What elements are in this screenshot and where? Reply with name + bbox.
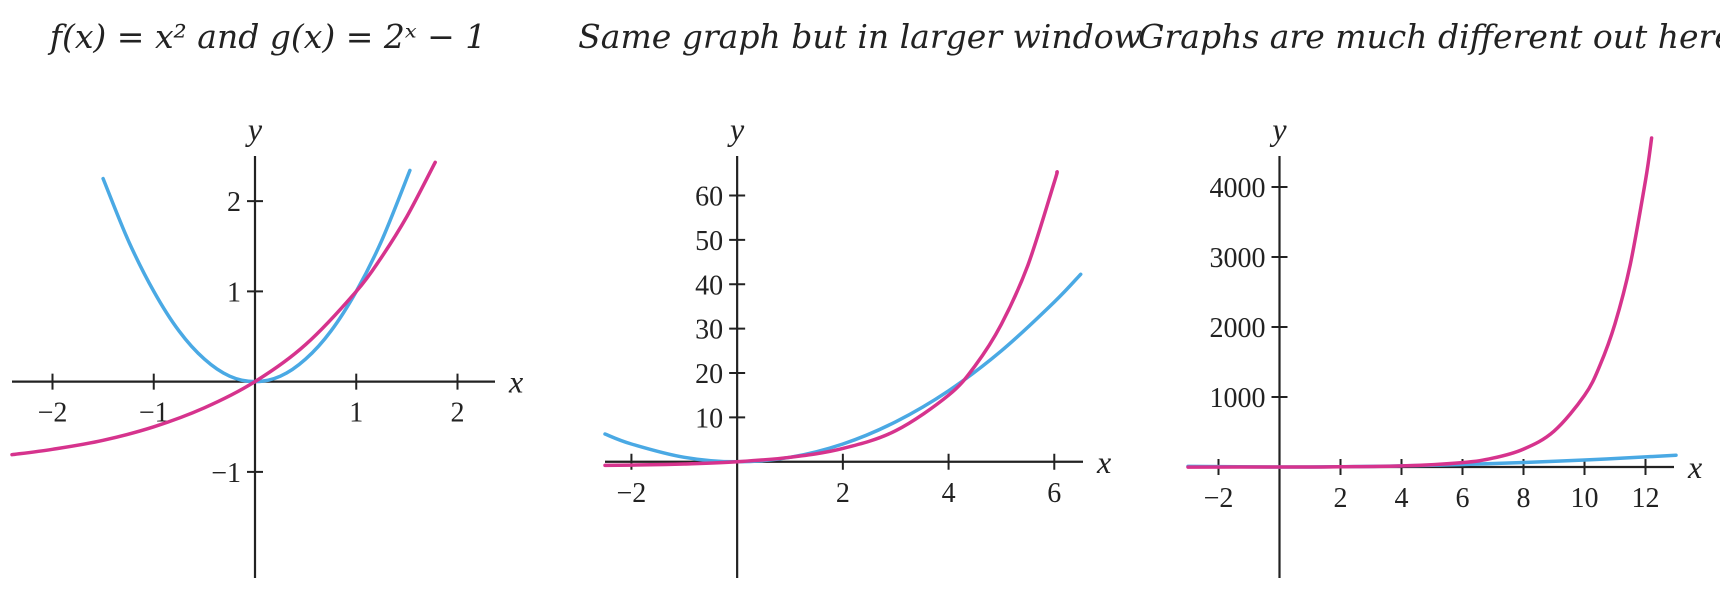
- y-tick-label: 1000: [1210, 383, 1266, 414]
- y-tick-label: 2000: [1210, 313, 1266, 344]
- y-tick-label: −1: [211, 458, 241, 489]
- y-tick-label: 1: [227, 277, 241, 308]
- x-axis-label: x: [1687, 449, 1702, 485]
- x-tick-label: 4: [942, 478, 956, 509]
- y-tick-label: 2: [227, 187, 241, 218]
- y-axis-label: y: [1269, 111, 1287, 147]
- x-tick-label: 2: [1334, 483, 1348, 514]
- y-tick-label: 10: [695, 403, 723, 434]
- chart-panel-2: Same graph but in larger window x y −2 2 4 6 10…: [578, 17, 1142, 578]
- x-tick-label: −2: [1204, 483, 1234, 514]
- y-tick-label: 50: [695, 226, 723, 257]
- curve-g-two-to-x-minus-one: [10, 160, 437, 457]
- y-tick-label: 4000: [1210, 173, 1266, 204]
- y-axis-label: y: [245, 111, 263, 147]
- x-tick-label: 2: [836, 478, 850, 509]
- curve-g-two-to-x-minus-one: [1186, 136, 1654, 469]
- chart-panel-3: Graphs are much different out here x y −2 2 4…: [1138, 17, 1720, 578]
- x-tick-label: 2: [451, 398, 465, 429]
- x-tick-label: −2: [38, 398, 68, 429]
- chart-title: Same graph but in larger window: [578, 17, 1142, 56]
- x-tick-label: 1: [349, 398, 363, 429]
- curve-f-x-squared: [603, 272, 1083, 464]
- x-axis-label: x: [508, 364, 523, 400]
- x-tick-label: 6: [1456, 483, 1470, 514]
- x-tick-label: 4: [1395, 483, 1409, 514]
- chart-title: Graphs are much different out here: [1138, 17, 1720, 56]
- chart-panel-1: f(x) = x² and g(x) = 2ˣ − 1xy−2 −1 1 2−112: [10, 17, 523, 578]
- y-tick-label: 20: [695, 359, 723, 390]
- x-tick-label: 10: [1571, 483, 1599, 514]
- y-tick-label: 60: [695, 182, 723, 213]
- x-tick-label: 12: [1632, 483, 1660, 514]
- y-tick-label: 30: [695, 315, 723, 346]
- curve-g-two-to-x-minus-one: [603, 170, 1059, 468]
- x-tick-label: 8: [1517, 483, 1531, 514]
- y-tick-label: 40: [695, 270, 723, 301]
- y-tick-label: 3000: [1210, 243, 1266, 274]
- y-axis-label: y: [727, 111, 745, 147]
- chart-title: f(x) = x² and g(x) = 2ˣ − 1: [47, 17, 487, 56]
- x-tick-label: −2: [617, 478, 647, 509]
- x-axis-label: x: [1096, 444, 1111, 480]
- x-tick-label: 6: [1047, 478, 1061, 509]
